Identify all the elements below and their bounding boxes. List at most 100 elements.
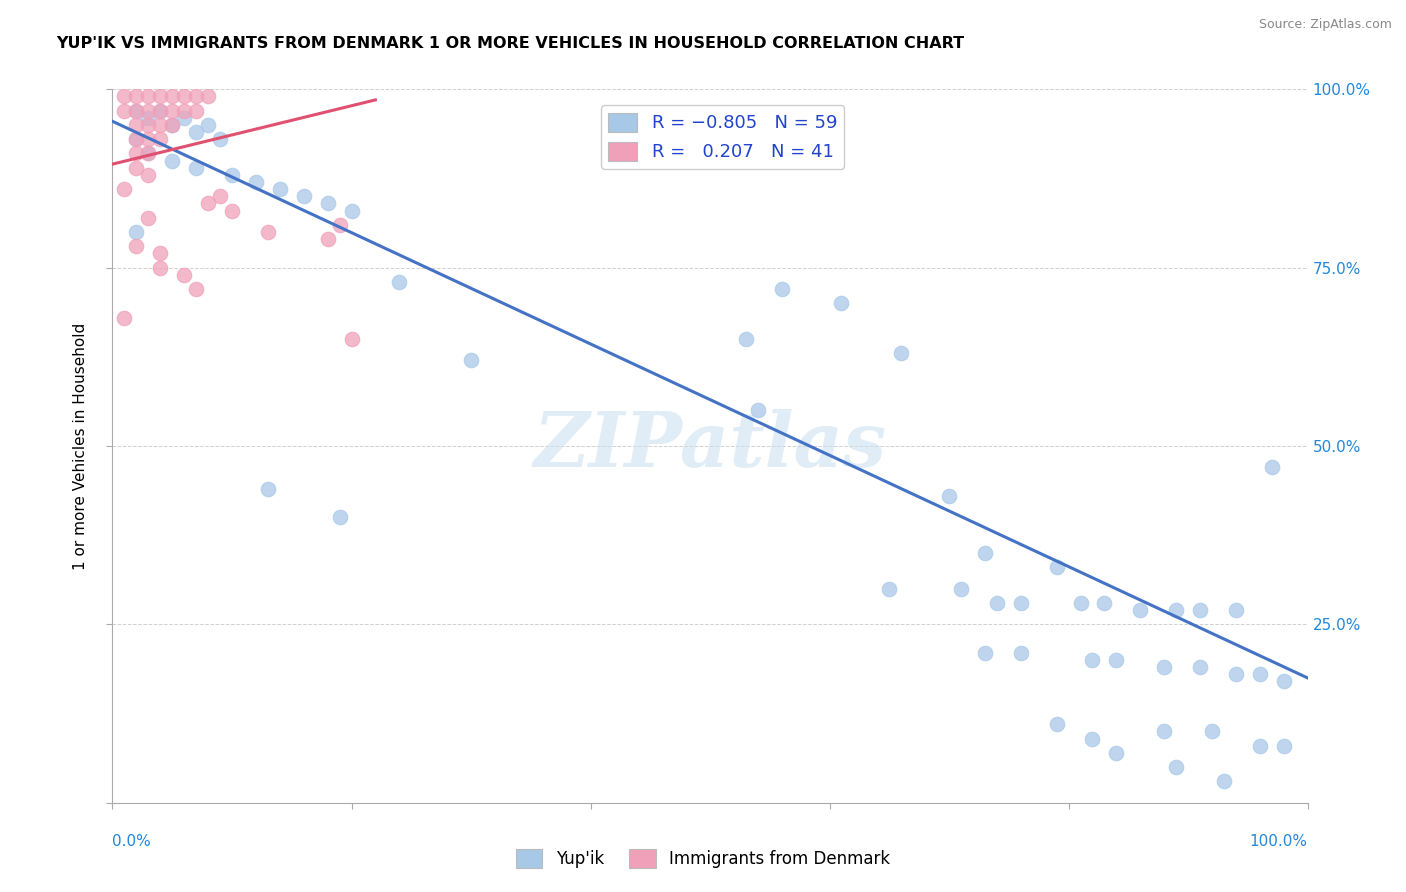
Point: [186, 125, 208, 139]
Point: [173, 89, 195, 103]
Point: [1225, 603, 1247, 617]
Point: [221, 203, 243, 218]
Point: [328, 218, 352, 232]
Point: [138, 103, 160, 118]
Point: [735, 332, 758, 346]
Point: [138, 211, 160, 225]
Point: [973, 646, 995, 660]
Point: [1153, 724, 1175, 739]
Point: [186, 282, 208, 296]
Point: [1045, 717, 1069, 731]
Point: [125, 132, 148, 146]
Y-axis label: 1 or more Vehicles in Household: 1 or more Vehicles in Household: [73, 322, 89, 570]
Point: [186, 161, 208, 175]
Text: 0.0%: 0.0%: [112, 834, 152, 849]
Point: [1153, 660, 1175, 674]
Point: [173, 103, 195, 118]
Point: [208, 189, 231, 203]
Point: [949, 582, 972, 596]
Point: [138, 89, 160, 103]
Point: [114, 103, 135, 118]
Point: [1010, 596, 1032, 610]
Point: [1164, 760, 1187, 774]
Point: [830, 296, 852, 310]
Point: [747, 403, 769, 417]
Point: [1164, 603, 1187, 617]
Point: [149, 246, 172, 260]
Point: [162, 153, 183, 168]
Point: [1272, 739, 1295, 753]
Point: [1092, 596, 1115, 610]
Point: [1081, 731, 1104, 746]
Point: [1010, 646, 1032, 660]
Point: [292, 189, 315, 203]
Point: [770, 282, 793, 296]
Point: [125, 239, 148, 253]
Point: [125, 132, 148, 146]
Point: [162, 118, 183, 132]
Point: [149, 103, 172, 118]
Point: [257, 225, 280, 239]
Point: [186, 89, 208, 103]
Point: [340, 203, 363, 218]
Point: [173, 111, 195, 125]
Text: YUP'IK VS IMMIGRANTS FROM DENMARK 1 OR MORE VEHICLES IN HOUSEHOLD CORRELATION CH: YUP'IK VS IMMIGRANTS FROM DENMARK 1 OR M…: [56, 36, 965, 51]
Point: [986, 596, 1008, 610]
Point: [149, 118, 172, 132]
Point: [1069, 596, 1091, 610]
Point: [890, 346, 912, 360]
Point: [328, 510, 352, 524]
Text: 100.0%: 100.0%: [1250, 834, 1308, 849]
Text: ZIPatlas: ZIPatlas: [533, 409, 887, 483]
Point: [186, 103, 208, 118]
Point: [938, 489, 960, 503]
Point: [197, 196, 219, 211]
Point: [316, 196, 339, 211]
Point: [125, 103, 148, 118]
Point: [149, 89, 172, 103]
Point: [1212, 774, 1236, 789]
Point: [125, 225, 148, 239]
Point: [138, 118, 160, 132]
Point: [221, 168, 243, 182]
Point: [114, 310, 135, 325]
Point: [208, 132, 231, 146]
Point: [269, 182, 291, 196]
Point: [340, 332, 363, 346]
Text: Source: ZipAtlas.com: Source: ZipAtlas.com: [1258, 18, 1392, 31]
Point: [877, 582, 900, 596]
Point: [1129, 603, 1152, 617]
Point: [1260, 460, 1282, 475]
Point: [162, 89, 183, 103]
Point: [1189, 660, 1212, 674]
Point: [1105, 653, 1128, 667]
Point: [125, 118, 148, 132]
Point: [1045, 560, 1069, 574]
Point: [138, 168, 160, 182]
Point: [197, 89, 219, 103]
Point: [114, 182, 135, 196]
Point: [149, 260, 172, 275]
Point: [125, 89, 148, 103]
Point: [257, 482, 280, 496]
Point: [973, 546, 995, 560]
Point: [138, 111, 160, 125]
Point: [316, 232, 339, 246]
Point: [125, 146, 148, 161]
Point: [388, 275, 411, 289]
Point: [138, 132, 160, 146]
Point: [114, 89, 135, 103]
Point: [162, 103, 183, 118]
Point: [245, 175, 267, 189]
Point: [149, 103, 172, 118]
Point: [1249, 667, 1271, 681]
Point: [197, 118, 219, 132]
Point: [460, 353, 482, 368]
Point: [1081, 653, 1104, 667]
Point: [125, 161, 148, 175]
Point: [138, 146, 160, 161]
Point: [1201, 724, 1223, 739]
Legend: R = −0.805   N = 59, R =   0.207   N = 41: R = −0.805 N = 59, R = 0.207 N = 41: [602, 105, 845, 169]
Point: [1272, 674, 1295, 689]
Point: [125, 103, 148, 118]
